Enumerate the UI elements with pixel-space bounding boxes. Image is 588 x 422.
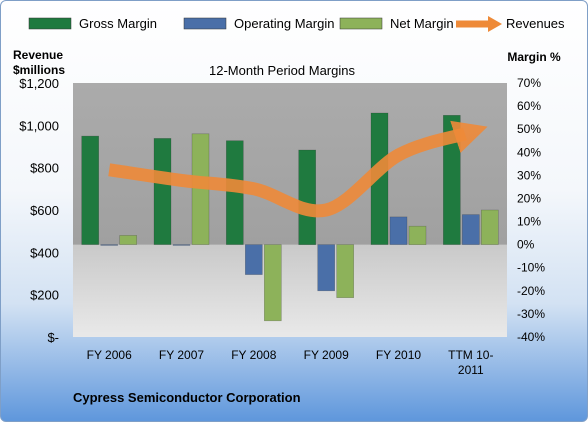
bar-gross-margin-fy-2006 [81,135,99,245]
category-labels: FY 2006 FY 2007 FY 2008 FY 2009 FY 2010 TTM 1… [87,348,494,377]
left-tick-label: $1,000 [19,118,59,133]
right-axis-ticks: -40% -30% -20% -10% 0% 10% 20% 30% 40% 50% 60% 70% [517,76,545,344]
bar-operating-margin-fy-2007 [172,244,191,246]
right-tick-label: 60% [517,99,541,113]
legend-item-revenues: Revenues [456,16,565,32]
right-tick-label: 40% [517,145,541,159]
right-tick-label: 70% [517,76,541,90]
left-tick-label: $800 [30,161,59,176]
left-tick-label: $- [47,330,59,345]
legend-swatch-net-margin [339,17,383,30]
right-tick-label: -40% [517,330,545,344]
legend-swatch-gross-margin [28,17,72,30]
right-tick-label: 20% [517,192,541,206]
bar-operating-margin-ttm-10-2011 [461,214,480,245]
bar-operating-margin-fy-2008 [245,244,263,275]
left-tick-label: $600 [30,203,59,218]
chart-legend: Gross Margin Operating Margin Net Margin Re… [28,16,565,32]
left-axis-ticks: $- $200 $400 $600 $800 $1,000 $1,200 [19,76,59,345]
category-label-fy-2006: FY 2006 [87,348,132,362]
legend-label-net-margin: Net Margin [390,16,454,31]
right-axis-title: Margin % [507,50,561,64]
bar-operating-margin-fy-2009 [317,244,336,292]
bar-net-margin-fy-2008 [263,244,282,322]
category-label-fy-2010: FY 2010 [376,348,421,362]
right-tick-label: 0% [517,238,535,252]
bar-operating-margin-fy-2010 [389,216,408,245]
left-axis-title: Revenue$millions [13,48,65,77]
bar-net-margin-fy-2009 [336,244,355,299]
left-axis-title-line: Revenue [13,48,63,62]
left-axis-title-line: $millions [13,63,65,77]
legend-arrowhead-revenues [488,16,502,32]
company-name: Cypress Semiconductor Corporation [73,390,301,405]
category-label-fy-2008: FY 2008 [231,348,276,362]
bar-net-margin-fy-2010 [408,225,427,245]
bar-gross-margin-fy-2007 [153,138,172,245]
legend-swatch-operating-margin [183,17,227,30]
bar-net-margin-fy-2006 [119,235,137,245]
right-tick-label: 10% [517,215,541,229]
category-label-fy-2009: FY 2009 [304,348,349,362]
right-tick-label: -20% [517,284,545,298]
right-tick-label: -30% [517,307,545,321]
chart-title: 12-Month Period Margins [209,63,355,78]
legend-item-operating-margin: Operating Margin [183,16,334,31]
legend-label-operating-margin: Operating Margin [234,16,334,31]
right-tick-label: -10% [517,261,545,275]
bar-net-margin-ttm-10-2011 [480,209,499,245]
right-tick-label: 30% [517,168,541,182]
left-tick-label: $400 [30,245,59,260]
legend-item-gross-margin: Gross Margin [28,16,157,31]
left-tick-label: $200 [30,288,59,303]
category-label-ttm-10-2011: TTM 10-2011 [448,348,493,377]
category-label-fy-2007: FY 2007 [159,348,204,362]
bar-operating-margin-fy-2006 [100,244,118,246]
left-tick-label: $1,200 [19,76,59,91]
bar-gross-margin-fy-2009 [298,149,317,245]
legend-label-revenues: Revenues [506,16,565,31]
legend-item-net-margin: Net Margin [339,16,454,31]
revenues-line [108,120,488,218]
right-tick-label: 50% [517,122,541,136]
plot-area-negative-region [73,244,507,337]
legend-label-gross-margin: Gross Margin [79,16,157,31]
